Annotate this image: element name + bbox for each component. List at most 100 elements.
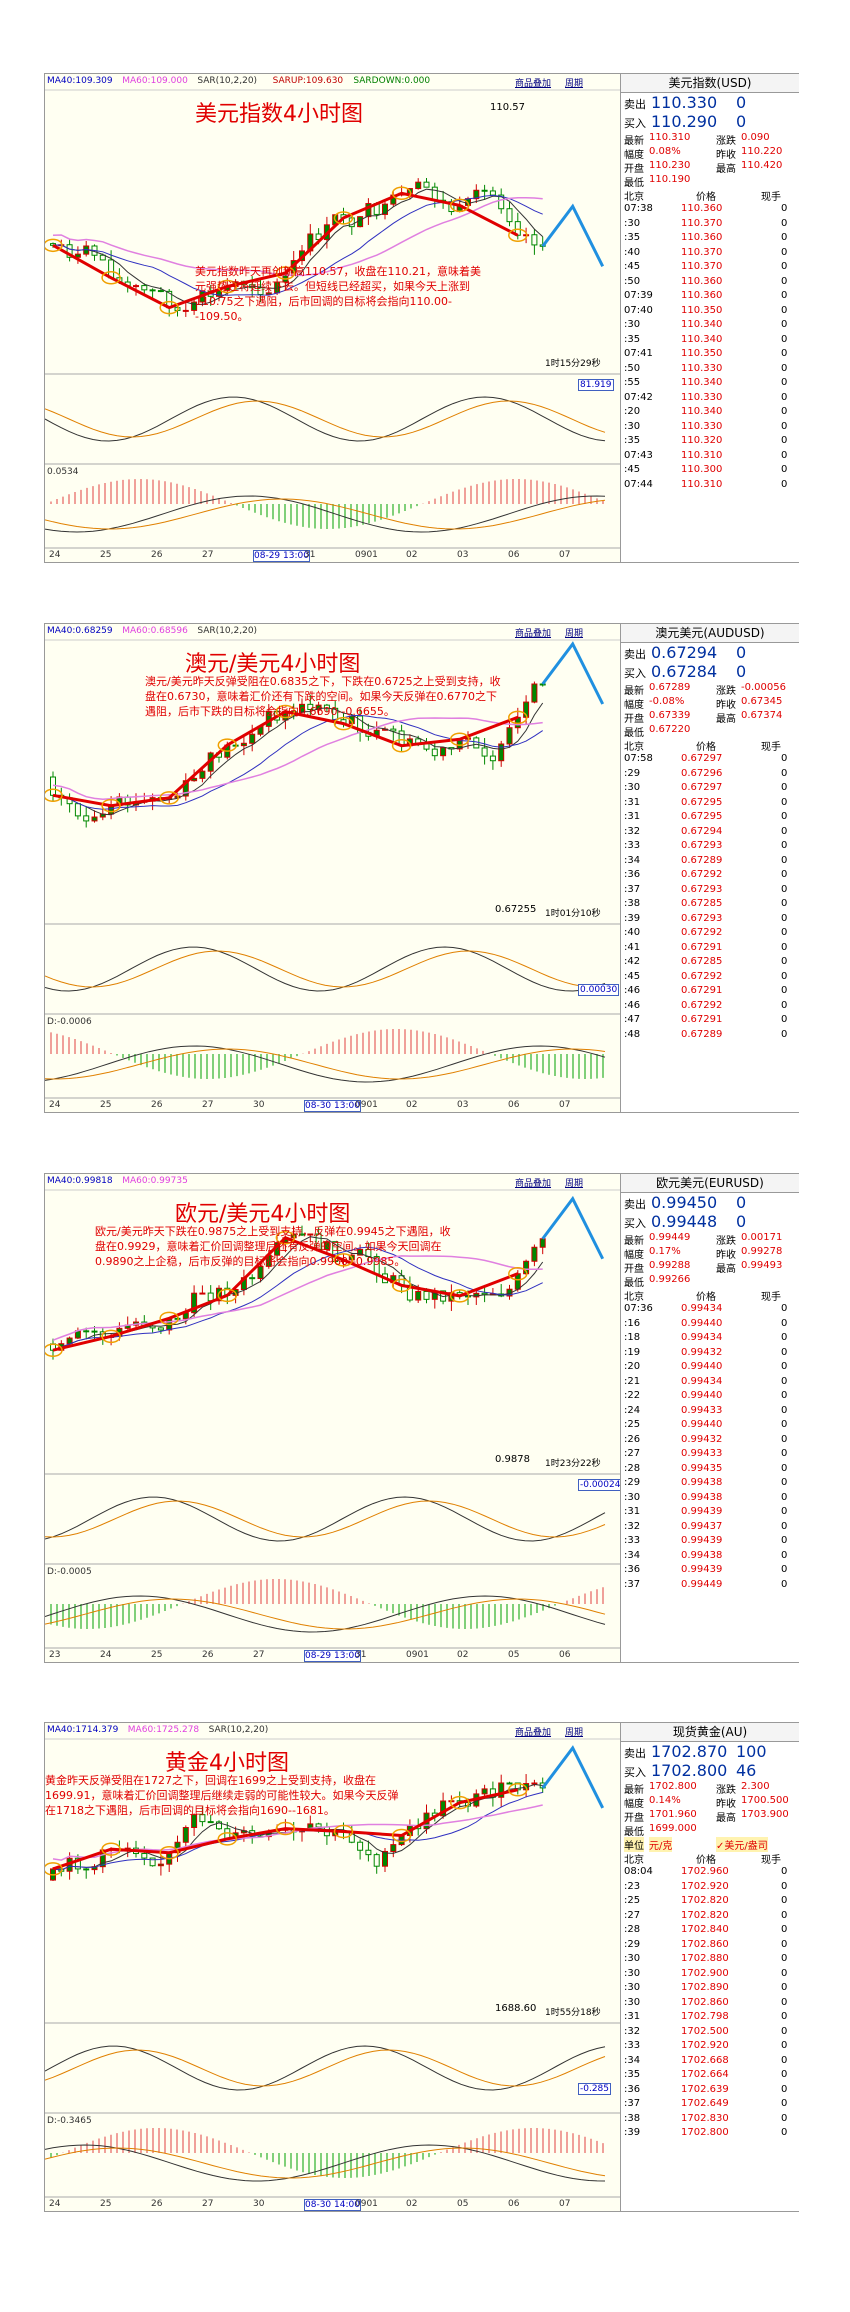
marker-circle bbox=[391, 738, 412, 753]
quote-side-price: 0.99448 bbox=[651, 1212, 718, 1231]
tick-price: 0.67292 bbox=[681, 927, 723, 938]
tick-time: :35 bbox=[624, 333, 641, 345]
toolbar-button[interactable]: 周期 bbox=[565, 1728, 584, 1738]
x-tick-label: 02 bbox=[406, 1100, 418, 1110]
marker-circle bbox=[275, 266, 296, 280]
tick-volume: 0 bbox=[781, 869, 788, 880]
tick-price: 0.99449 bbox=[681, 1578, 723, 1590]
tick-time: :30 bbox=[624, 1982, 641, 1993]
tick-time: :46 bbox=[624, 999, 641, 1011]
quote-side-price: 0.99450 bbox=[651, 1193, 718, 1212]
tick-price: 1702.860 bbox=[681, 1938, 729, 1950]
tick-time: :30 bbox=[624, 217, 641, 229]
candle-body bbox=[74, 253, 81, 258]
tick-time: :50 bbox=[624, 362, 641, 374]
tick-time: :37 bbox=[624, 1578, 641, 1590]
tick-time: 07:41 bbox=[624, 348, 653, 359]
tick-volume: 0 bbox=[781, 377, 788, 388]
tick-time: :45 bbox=[624, 464, 641, 475]
tick-price: 0.67291 bbox=[681, 1014, 723, 1025]
quote-side-label: 买入 bbox=[624, 1766, 646, 1779]
commentary: 欧元/美元昨天下跌在0.9875之上受到支持，反弹在0.9945之下遇阻，收盘在… bbox=[95, 1225, 451, 1268]
tick-volume: 0 bbox=[781, 840, 788, 851]
tick-volume: 0 bbox=[781, 811, 788, 822]
x-tick-label: 05 bbox=[508, 1650, 520, 1660]
commentary: 黄金昨天反弹受阻在1727之下，回调在1699之上受到支持，收盘在1699.91… bbox=[45, 1774, 399, 1817]
tick-volume: 0 bbox=[781, 1433, 788, 1445]
marker-circle bbox=[508, 710, 528, 725]
tick-price: 1702.820 bbox=[681, 1895, 729, 1906]
tick-time: :26 bbox=[624, 1433, 641, 1445]
tick-price: 110.330 bbox=[681, 362, 723, 374]
x-tick-label: 27 bbox=[202, 550, 214, 560]
tick-price: 1702.798 bbox=[681, 2011, 729, 2022]
x-tick-label: 27 bbox=[202, 2199, 214, 2209]
indicator-label: MA60:0.68596 bbox=[122, 626, 188, 636]
chart-panel: MA40:109.309 MA60:109.000 SAR(10,2,20) SARU… bbox=[44, 73, 799, 563]
countdown: 1时01分10秒 bbox=[545, 909, 601, 919]
stat-label: 最高 bbox=[716, 714, 736, 725]
indicator-label: SAR(10,2,20) bbox=[197, 626, 258, 636]
chart-drawing bbox=[45, 1189, 620, 1649]
forecast-arrow bbox=[541, 641, 605, 705]
marker-circle bbox=[45, 788, 63, 803]
quote-side-price: 110.330 bbox=[651, 93, 718, 112]
quote-side-volume: 0 bbox=[736, 643, 747, 662]
stat-value: 0.14% bbox=[649, 1795, 681, 1806]
tick-price: 0.67297 bbox=[681, 753, 723, 764]
tick-volume: 0 bbox=[781, 232, 788, 243]
tick-time: :36 bbox=[624, 2083, 641, 2095]
tick-price: 1702.800 bbox=[681, 2127, 729, 2138]
stat-label: 幅度 bbox=[624, 1250, 644, 1261]
tick-time: :45 bbox=[624, 261, 641, 272]
toolbar-button[interactable]: 周期 bbox=[565, 1179, 584, 1189]
tick-time: 07:42 bbox=[624, 391, 653, 403]
x-tick-label: 02 bbox=[406, 550, 418, 560]
candle-body bbox=[216, 1821, 222, 1830]
tick-price: 1702.830 bbox=[681, 2112, 729, 2124]
tick-volume: 0 bbox=[781, 2025, 788, 2037]
tick-volume: 0 bbox=[781, 464, 788, 475]
candle-body bbox=[390, 1844, 397, 1852]
tick-volume: 0 bbox=[781, 956, 788, 967]
quote-side-label: 买入 bbox=[624, 1217, 646, 1230]
osc-line bbox=[45, 396, 606, 442]
candle-body bbox=[506, 208, 513, 223]
toolbar-button[interactable]: 周期 bbox=[565, 79, 584, 89]
x-tick-label: 0901 bbox=[406, 1650, 429, 1660]
tick-volume: 0 bbox=[781, 883, 788, 895]
quote-title: 美元指数(USD) bbox=[621, 74, 799, 93]
stat-value: 110.230 bbox=[649, 160, 691, 171]
stat-value: 0.67345 bbox=[741, 696, 783, 707]
candle-body bbox=[440, 747, 447, 757]
tick-volume: 0 bbox=[781, 1953, 788, 1964]
marker-circle bbox=[333, 211, 354, 225]
macd-line bbox=[45, 1595, 606, 1633]
tick-price: 1702.664 bbox=[681, 2069, 729, 2080]
countdown: 1时23分22秒 bbox=[545, 1459, 601, 1469]
toolbar-button[interactable]: 商品叠加 bbox=[515, 1728, 552, 1738]
quote-side-price: 1702.870 bbox=[651, 1742, 728, 1761]
toolbar-button[interactable]: 周期 bbox=[565, 629, 584, 639]
x-tick-label: 0901 bbox=[355, 1100, 378, 1110]
stat-value: 1699.000 bbox=[649, 1823, 697, 1834]
ma-line bbox=[52, 1255, 543, 1341]
quote-side-volume: 0 bbox=[736, 93, 747, 112]
tick-price: 110.310 bbox=[681, 449, 723, 461]
tick-volume: 0 bbox=[781, 2127, 788, 2138]
tick-volume: 0 bbox=[781, 348, 788, 359]
tick-header: 现手 bbox=[761, 742, 781, 753]
indicator-label: MA40:1714.379 bbox=[47, 1725, 119, 1735]
tick-header: 价格 bbox=[696, 1855, 716, 1866]
toolbar-button[interactable]: 商品叠加 bbox=[515, 629, 552, 639]
quote-side-label: 卖出 bbox=[624, 1198, 646, 1211]
tick-volume: 0 bbox=[781, 1028, 788, 1040]
tick-volume: 0 bbox=[781, 1564, 788, 1575]
tick-time: :16 bbox=[624, 1317, 641, 1329]
candle-body bbox=[199, 770, 206, 779]
toolbar-button[interactable]: 商品叠加 bbox=[515, 1179, 552, 1189]
toolbar-button[interactable]: 商品叠加 bbox=[515, 79, 552, 89]
stat-label: 最新 bbox=[624, 136, 644, 147]
tick-price: 0.99438 bbox=[681, 1477, 723, 1488]
candle-body bbox=[182, 309, 189, 312]
